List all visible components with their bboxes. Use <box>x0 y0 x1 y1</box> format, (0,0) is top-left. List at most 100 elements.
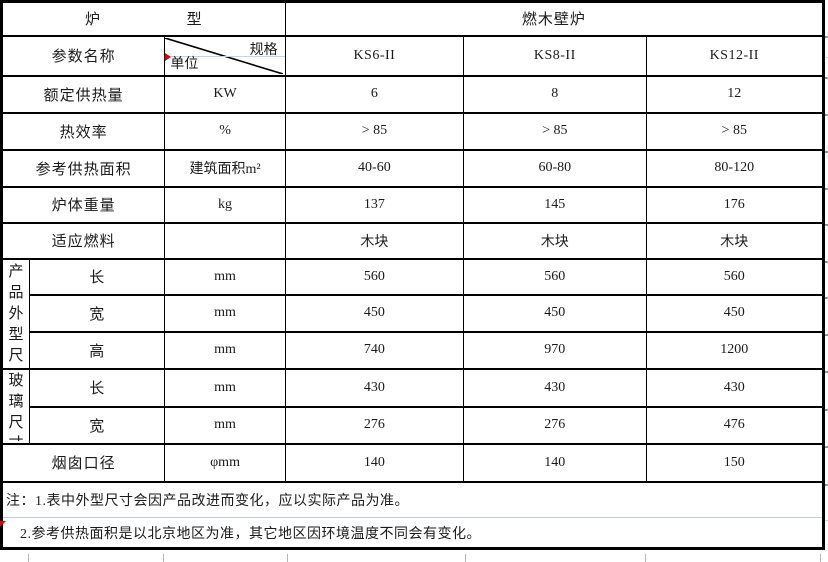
table-row: 炉型 燃木壁炉 <box>1 0 825 37</box>
gridline-tick <box>825 446 828 448</box>
note-cell: 注：1.表中外型尺寸会因产品改进而变化，应以实际产品为准。 <box>1 480 824 518</box>
note-text: 注：1.表中外型尺寸会因产品改进而变化，应以实际产品为准。 <box>6 493 409 509</box>
unit-cell: kg <box>164 185 286 224</box>
gridline-tick <box>825 409 828 411</box>
table-row: 炉体重量 kg 137 145 176 <box>0 185 825 224</box>
value-cell: 450 <box>463 293 647 333</box>
gridline-tick <box>645 554 646 562</box>
spec-label: 宽 <box>29 293 166 333</box>
value-cell: 970 <box>463 330 647 370</box>
unit-cell: mm <box>164 405 286 445</box>
value-cell: 80-120 <box>645 148 825 188</box>
value-cell: > 85 <box>645 111 825 151</box>
model-header: KS8-II <box>463 34 647 77</box>
value-cell: 560 <box>645 257 825 296</box>
table-row: 烟囱口径 φmm 140 140 150 <box>0 442 825 483</box>
value-cell: 8 <box>463 74 647 114</box>
value-cell: 430 <box>284 367 465 408</box>
furnace-type-value-cell: 燃木壁炉 <box>284 0 825 37</box>
value-cell: > 85 <box>284 111 465 151</box>
spec-label: 高 <box>29 330 166 370</box>
spec-label: 长 <box>29 257 166 296</box>
dimension-group-label: 产品外型尺寸 <box>8 263 24 364</box>
table-row: 宽 mm 276 276 476 <box>2 405 825 445</box>
value-cell: 60-80 <box>463 148 647 188</box>
table-row: 产品外型尺寸 长 mm 560 560 560 <box>0 257 825 370</box>
value-cell: 276 <box>463 405 647 445</box>
gridline-tick <box>820 554 821 562</box>
furnace-type-label-cell: 炉型 <box>1 0 286 37</box>
unit-cell: % <box>164 111 286 151</box>
value-cell: 450 <box>645 293 825 333</box>
value-cell: 137 <box>284 185 465 224</box>
value-cell: 740 <box>284 330 465 370</box>
value-cell: 450 <box>284 293 465 333</box>
table-row: 宽 mm 450 450 450 <box>2 293 825 333</box>
gridline-tick <box>287 554 288 562</box>
table-row: 参数名称 规格 单位 KS6-II KS8-II KS12-II <box>0 34 825 77</box>
value-cell: 560 <box>284 257 465 296</box>
value-cell: 560 <box>463 257 647 296</box>
unit-cell: mm <box>164 293 286 333</box>
spec-label: 额定供热量 <box>0 74 166 114</box>
value-cell: 木块 <box>463 221 647 260</box>
gridline-tick <box>825 297 828 299</box>
param-name-cell: 参数名称 <box>0 34 166 77</box>
table-row: 玻璃尺寸 长 mm 430 430 430 <box>0 367 825 445</box>
comment-marker-icon <box>165 52 172 61</box>
gridline-tick <box>825 57 828 58</box>
unit-cell: KW <box>164 74 286 114</box>
value-cell: 430 <box>645 367 825 408</box>
table-row: 热效率 % > 85 > 85 > 85 <box>0 111 825 151</box>
value-cell: 140 <box>284 442 465 483</box>
value-cell: 150 <box>645 442 825 483</box>
table-row: 2.参考供热面积是以北京地区为准，其它地区因环境温度不同会有变化。 <box>1 517 824 550</box>
unit-cell: mm <box>164 257 286 296</box>
gridline-tick <box>825 188 828 190</box>
unit-cell: φmm <box>164 442 286 483</box>
gridline-tick <box>28 554 29 562</box>
value-cell: > 85 <box>463 111 647 151</box>
gridline-tick <box>163 554 164 562</box>
gridline-tick <box>825 484 828 486</box>
faint-gridline <box>165 55 285 57</box>
spec-label: 炉体重量 <box>0 185 166 224</box>
gridline-tick <box>825 77 828 79</box>
table-row: 参考供热面积 建筑面积m² 40-60 60-80 80-120 <box>0 148 825 188</box>
value-cell: 木块 <box>284 221 465 260</box>
gridline-tick <box>825 114 828 116</box>
unit-cell: mm <box>164 367 286 408</box>
dimension-group-label: 玻璃尺寸 <box>8 373 24 441</box>
comment-marker-icon <box>0 521 6 527</box>
table-row: 高 mm 740 970 1200 <box>2 330 825 370</box>
value-cell: 木块 <box>645 221 825 260</box>
gridline-tick <box>825 261 828 263</box>
unit-cell <box>164 221 286 260</box>
gridline-tick <box>465 554 466 562</box>
gridline-tick <box>825 334 828 336</box>
note-text: 2.参考供热面积是以北京地区为准，其它地区因环境温度不同会有变化。 <box>20 526 481 542</box>
spec-label: 参考供热面积 <box>0 148 166 188</box>
gridline-tick <box>825 371 828 373</box>
model-header: KS12-II <box>645 34 825 77</box>
gridline-tick <box>825 36 828 38</box>
dimension-group-label-cell: 玻璃尺寸 <box>0 367 31 445</box>
spec-label: 烟囱口径 <box>0 442 166 483</box>
diagonal-bottom-label: 单位 <box>170 56 199 72</box>
note-cell: 2.参考供热面积是以北京地区为准，其它地区因环境温度不同会有变化。 <box>1 517 824 550</box>
spec-label: 宽 <box>29 405 166 445</box>
diagonal-header-cell: 规格 单位 <box>164 34 286 77</box>
value-cell: 140 <box>463 442 647 483</box>
value-cell: 145 <box>463 185 647 224</box>
spec-label: 热效率 <box>0 111 166 151</box>
table-row: 额定供热量 KW 6 8 12 <box>0 74 825 114</box>
model-header: KS6-II <box>284 34 465 77</box>
table-row: 注：1.表中外型尺寸会因产品改进而变化，应以实际产品为准。 <box>1 480 824 518</box>
value-cell: 276 <box>284 405 465 445</box>
table-row: 适应燃料 木块 木块 木块 <box>0 221 825 260</box>
value-cell: 6 <box>284 74 465 114</box>
gridline-tick <box>825 151 828 153</box>
value-cell: 430 <box>463 367 647 408</box>
spec-label: 长 <box>29 367 166 408</box>
unit-cell: 建筑面积m² <box>164 148 286 188</box>
